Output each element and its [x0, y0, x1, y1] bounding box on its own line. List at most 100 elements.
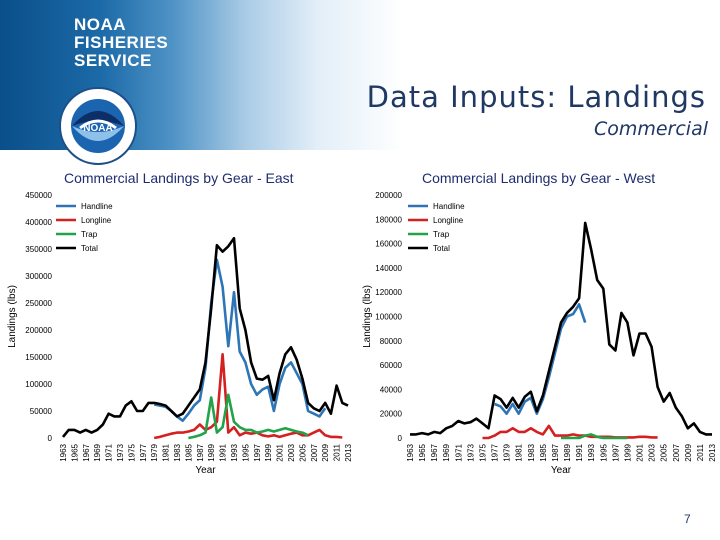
east-x-tick-label: 1979 — [150, 443, 159, 461]
east-chart: 0 50000 100000 150000 200000 250000 300000 3500… — [7, 191, 353, 476]
east-x-tick-label: 2009 — [321, 443, 330, 461]
noaa-seal-icon: NOAA — [59, 87, 137, 165]
chart-west-title: Commercial Landings by Gear - West — [422, 170, 656, 186]
east-x-tick-label: 1981 — [162, 443, 171, 461]
east-x-axis-title: Year — [195, 465, 216, 476]
west-y-tick-label: 0 — [398, 434, 403, 443]
west-x-tick-label: 2001 — [636, 443, 645, 461]
logo-line-1: NOAA — [74, 15, 127, 34]
page-title: Data Inputs: Landings — [366, 80, 706, 114]
seal-noaa-text: NOAA — [83, 123, 112, 134]
west-x-tick-label: 2013 — [708, 443, 717, 461]
east-legend-label-total: Total — [81, 244, 98, 253]
west-x-tick-label: 1995 — [599, 443, 608, 461]
west-x-axis-title: Year — [551, 465, 572, 476]
east-y-tick-label: 50000 — [30, 407, 53, 416]
east-x-tick-label: 1969 — [93, 443, 102, 461]
west-x-tick-label: 2003 — [648, 443, 657, 461]
east-legend-label-longline: Longline — [81, 216, 112, 225]
east-x-tick-label: 1963 — [59, 443, 68, 461]
east-x-tick-label: 1967 — [82, 443, 91, 461]
east-y-tick-label: 300000 — [25, 272, 52, 281]
east-x-tick-label: 1993 — [230, 443, 239, 461]
west-x-tick-label: 2007 — [672, 443, 681, 461]
east-x-tick-label: 1973 — [116, 443, 125, 461]
east-x-tick-label: 1999 — [264, 443, 273, 461]
east-y-tick-label: 100000 — [25, 380, 52, 389]
east-legend-label-trap: Trap — [81, 230, 98, 239]
west-y-axis-title: Landings (lbs) — [362, 285, 373, 348]
east-series-longline-line — [153, 352, 343, 440]
east-y-tick-label: 0 — [48, 434, 53, 443]
west-legend-label-total: Total — [433, 244, 450, 253]
west-legend-label-handline: Handline — [433, 202, 465, 211]
east-x-tick-label: 1975 — [127, 443, 136, 461]
west-x-tick-label: 2005 — [660, 443, 669, 461]
west-y-tick-label: 20000 — [380, 410, 403, 419]
west-x-tick-label: 1981 — [515, 443, 524, 461]
west-series-handline-line — [494, 303, 587, 416]
west-x-tick-label: 1997 — [611, 443, 620, 461]
east-y-axis-title: Landings (lbs) — [7, 285, 18, 348]
east-y-tick-label: 200000 — [25, 326, 52, 335]
east-series-total-line — [61, 236, 349, 438]
west-x-tick-label: 1989 — [563, 443, 572, 461]
east-x-tick-label: 2013 — [344, 443, 353, 461]
west-y-tick-label: 80000 — [380, 337, 403, 346]
west-x-tick-label: 1993 — [587, 443, 596, 461]
west-legend-label-longline: Longline — [433, 216, 464, 225]
west-x-tick-label: 1985 — [539, 443, 548, 461]
east-x-tick-label: 1995 — [241, 443, 250, 461]
east-x-tick-label: 2003 — [287, 443, 296, 461]
east-x-tick-label: 1991 — [219, 443, 228, 461]
east-y-tick-label: 250000 — [25, 299, 52, 308]
west-x-tick-label: 2009 — [684, 443, 693, 461]
page-number: 7 — [684, 512, 691, 526]
west-y-tick-label: 200000 — [375, 191, 402, 200]
chart-east-title: Commercial Landings by Gear - East — [64, 170, 294, 186]
east-x-tick-label: 1965 — [70, 443, 79, 461]
west-x-tick-label: 1991 — [575, 443, 584, 461]
east-x-tick-label: 2007 — [310, 443, 319, 461]
west-x-tick-label: 1965 — [418, 443, 427, 461]
west-y-tick-label: 120000 — [375, 288, 402, 297]
west-legend-label-trap: Trap — [433, 230, 450, 239]
west-x-tick-label: 1967 — [430, 443, 439, 461]
east-x-tick-label: 1985 — [184, 443, 193, 461]
east-x-tick-label: 1987 — [196, 443, 205, 461]
east-y-tick-label: 450000 — [25, 191, 52, 200]
west-x-tick-label: 2011 — [696, 443, 705, 461]
east-x-tick-label: 1971 — [105, 443, 114, 461]
east-x-tick-label: 2011 — [333, 443, 342, 461]
east-series-trap-line — [188, 393, 309, 440]
west-y-tick-label: 100000 — [375, 313, 402, 322]
logo-line-3: SERVICE — [74, 51, 152, 70]
west-y-tick-label: 160000 — [375, 240, 402, 249]
west-chart: 0 20000 40000 60000 80000 100000 120000 140000 1… — [362, 191, 717, 476]
west-x-tick-label: 1979 — [503, 443, 512, 461]
east-y-tick-label: 150000 — [25, 353, 52, 362]
east-x-tick-label: 2001 — [276, 443, 285, 461]
east-x-tick-label: 1977 — [139, 443, 148, 461]
west-x-tick-label: 1999 — [623, 443, 632, 461]
west-y-tick-label: 140000 — [375, 264, 402, 273]
west-x-tick-label: 1987 — [551, 443, 560, 461]
west-y-tick-label: 40000 — [380, 385, 403, 394]
logo-line-2: FISHERIES — [74, 33, 169, 52]
west-x-tick-label: 1973 — [466, 443, 475, 461]
east-legend-label-handline: Handline — [81, 202, 113, 211]
east-x-tick-label: 2005 — [298, 443, 307, 461]
east-x-tick-label: 1997 — [253, 443, 262, 461]
page-subtitle: Commercial — [593, 118, 708, 140]
west-x-tick-label: 1977 — [491, 443, 500, 461]
east-y-tick-label: 350000 — [25, 245, 52, 254]
east-series-handline-line — [153, 258, 327, 423]
east-y-tick-label: 400000 — [25, 218, 52, 227]
east-x-tick-label: 1983 — [173, 443, 182, 461]
west-series-trap-line — [561, 433, 628, 440]
west-y-tick-label: 180000 — [375, 215, 402, 224]
west-x-tick-label: 1971 — [454, 443, 463, 461]
west-x-tick-label: 1969 — [442, 443, 451, 461]
west-x-tick-label: 1975 — [478, 443, 487, 461]
